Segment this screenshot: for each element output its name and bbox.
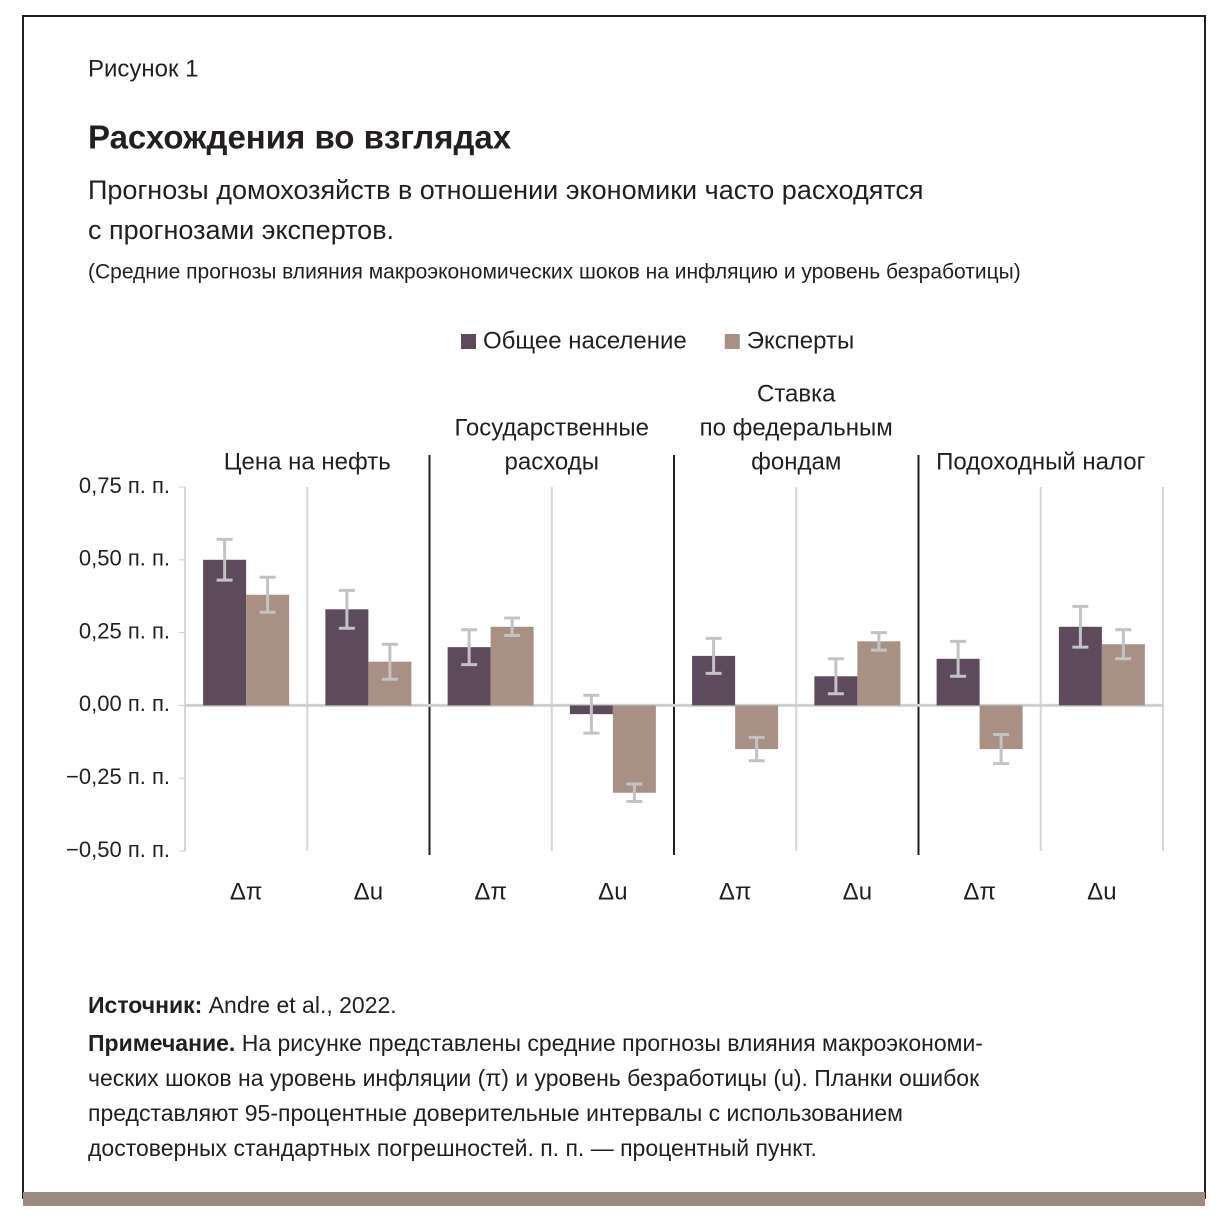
legend-swatch xyxy=(461,334,476,349)
x-tick-label: Δπ xyxy=(963,878,996,905)
note-text: На рисунке представлены средние прогнозы… xyxy=(235,1030,983,1056)
group-label: по федеральным xyxy=(700,414,893,441)
source-label: Источник: xyxy=(88,992,202,1018)
y-tick-label: −0,50 п. п. xyxy=(66,837,170,862)
y-tick-label: −0,25 п. п. xyxy=(66,764,170,789)
group-label: фондам xyxy=(751,448,841,475)
x-tick-label: Δπ xyxy=(230,878,263,905)
x-tick-label: Δu xyxy=(843,878,872,905)
bar xyxy=(490,626,534,706)
y-tick-label: 0,25 п. п. xyxy=(79,618,170,643)
error-bar xyxy=(626,782,643,803)
error-bar xyxy=(216,537,233,582)
bar xyxy=(612,705,656,793)
bar xyxy=(857,641,901,706)
error-bar xyxy=(748,735,765,763)
legend-label: Эксперты xyxy=(747,327,854,354)
error-bar xyxy=(827,657,844,696)
group-label: расходы xyxy=(505,448,600,475)
bar xyxy=(203,559,247,706)
x-tick-label: Δπ xyxy=(719,878,752,905)
y-tick-label: 0,00 п. п. xyxy=(79,691,170,716)
x-tick-label: Δu xyxy=(598,878,627,905)
error-bar xyxy=(870,631,887,652)
source-text: Andre et al., 2022. xyxy=(209,992,397,1018)
note-label: Примечание. xyxy=(88,1030,235,1056)
group-label: Подоходный налог xyxy=(936,448,1146,475)
group-label: Государственные xyxy=(454,414,649,441)
error-bar xyxy=(338,588,355,630)
x-tick-label: Δπ xyxy=(474,878,507,905)
x-tick-label: Δu xyxy=(354,878,383,905)
error-bar xyxy=(950,639,967,678)
subtitle-note: (Средние прогнозы влияния макроэкономиче… xyxy=(88,261,1021,284)
subtitle: с прогнозами экспертов. xyxy=(88,215,394,245)
error-bar xyxy=(583,693,600,735)
error-bar xyxy=(993,733,1010,766)
figure-label: Рисунок 1 xyxy=(88,55,199,82)
bottom-bar xyxy=(23,1192,1205,1206)
source: Источник: Andre et al., 2022. xyxy=(88,992,397,1018)
note-text: представляют 95-процентные доверительные… xyxy=(88,1100,903,1126)
y-tick-label: 0,50 п. п. xyxy=(79,546,170,571)
legend-swatch xyxy=(724,334,740,349)
error-bar xyxy=(1072,604,1089,649)
title: Расхождения во взглядах xyxy=(88,119,512,156)
y-tick-label: 0,75 п. п. xyxy=(79,473,170,498)
x-tick-label: Δu xyxy=(1087,878,1116,905)
error-bar xyxy=(461,628,478,667)
error-bar xyxy=(705,636,722,675)
group-label: Цена на нефть xyxy=(224,448,391,475)
legend-label: Общее население xyxy=(483,327,687,354)
group-label: Ставка xyxy=(757,380,836,407)
note-text: достоверных стандартных погрешностей. п.… xyxy=(88,1135,817,1161)
error-bar xyxy=(259,575,276,614)
error-bar xyxy=(504,616,521,638)
note: Примечание. На рисунке представлены сред… xyxy=(88,1030,983,1056)
error-bar xyxy=(1115,628,1132,661)
note-text: ческих шоков на уровень инфляции (π) и у… xyxy=(88,1065,980,1091)
subtitle: Прогнозы домохозяйств в отношении эконом… xyxy=(88,175,924,205)
error-bar xyxy=(381,642,398,681)
